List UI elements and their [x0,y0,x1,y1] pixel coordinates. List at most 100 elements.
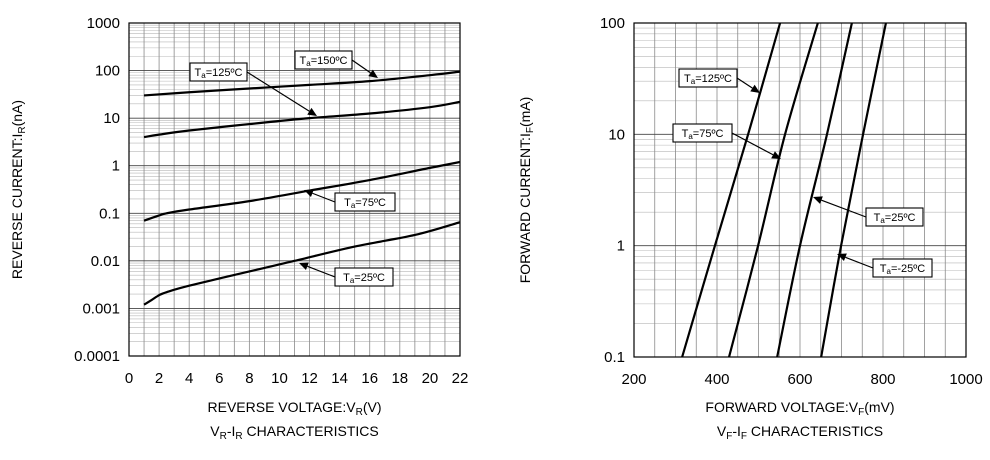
series-label-sub: a [688,132,693,141]
chart-forward: 0.1 1 10 100 200 400 600 800 1000 FORWARD VOLTAGE… [517,15,983,442]
x-tick-label: 12 [301,370,318,387]
y-tick-label: 0.0001 [74,348,120,365]
series-label-sub: a [880,216,885,225]
x-axis-title-part: (V) [363,399,382,415]
series-label-pre: T [874,212,881,224]
arrowhead-icon [813,196,823,204]
y-tick-label: 10 [103,110,120,127]
chart-title-part: R [220,431,227,442]
series-line-2 [776,23,853,357]
series-label-pre: T [880,263,887,275]
series-line-2 [143,160,460,222]
series-label: Ta=75ºC [682,128,724,141]
annotation-box [189,62,248,82]
series-label-post: =25ºC [354,272,385,284]
annotation-arrow [845,256,874,269]
annotation-arrow [821,199,867,218]
series-label-sub: a [201,71,206,80]
series-label-pre: T [344,197,351,209]
arrowhead-icon [750,84,760,93]
series-line-0 [143,70,460,97]
chart-reverse: 0.0001 0.001 0.01 0.1 1 10 100 1000 0 2 4 6 8 10 12 14 1… [9,15,468,442]
chart-title-part: V [717,423,727,439]
y-axis-title-part: (mA) [517,97,533,127]
chart-title-part: R [235,431,242,442]
series-label-sub: a [886,267,891,276]
series-label-sub: a [350,276,355,285]
x-tick-label: 10 [271,370,288,387]
series-label-pre: T [343,272,350,284]
y-tick-label: 1 [112,158,120,175]
y-axis-title-part: FORWARD CURRENT:I [517,133,533,283]
x-tick-label: 18 [391,370,408,387]
chart-title-part: -I [732,423,741,439]
x-tick-label: 16 [361,370,378,387]
series-line-3 [820,23,887,357]
x-tick-label: 200 [621,371,646,388]
x-axis-title: REVERSE VOLTAGE:VR(V) [208,399,382,418]
chart-title-part: F [741,431,747,442]
annotation-arrow [246,71,310,112]
chart-title-part: V [210,423,220,439]
arrowhead-icon [299,262,309,270]
x-tick-label: 4 [185,370,193,387]
series-label-post: =125ºC [206,67,243,79]
annotation-arrow [307,265,336,278]
y-tick-label: 1000 [87,15,120,32]
series-label: Ta=-25ºC [880,263,926,276]
y-axis-title-part: F [525,127,536,133]
series-label-post: =-25ºC [891,263,925,275]
y-axis-title: REVERSE CURRENT:IR(nA) [9,100,28,279]
x-tick-label: 600 [787,371,812,388]
y-tick-label: 0.1 [99,205,120,222]
annotation-box [865,207,924,227]
series-label-post: =125ºC [695,73,732,85]
y-tick-label: 100 [600,15,625,32]
y-tick-label: 10 [608,126,625,143]
y-axis-title-part: REVERSE CURRENT:I [9,134,25,279]
series-label-sub: a [351,201,356,210]
y-tick-label: 1 [617,238,625,255]
series-label: Ta=125ºC [195,67,243,80]
series-label-pre: T [682,128,689,140]
x-tick-label: 6 [215,370,223,387]
annotation-arrow [736,77,753,89]
x-axis-title: FORWARD VOLTAGE:VF(mV) [705,399,894,418]
x-axis-title-part: FORWARD VOLTAGE:V [705,399,858,415]
annotation-box [334,267,394,287]
y-tick-label: 0.1 [604,349,625,366]
y-axis-title: FORWARD CURRENT:IF(mA) [517,97,536,284]
annotation-box [672,123,733,143]
series-line-1 [143,100,460,139]
series-label: Ta=125ºC [684,73,732,86]
y-tick-label: 100 [95,63,120,80]
annotation-box [678,68,738,88]
chart-title: VR-IR CHARACTERISTICS [210,423,379,442]
series-label-pre: T [684,73,691,85]
arrowhead-icon [771,151,781,159]
annotation-box [294,50,353,70]
series-label-sub: a [306,59,311,68]
chart-title-part: CHARACTERISTICS [243,423,379,439]
annotation-arrow [351,59,371,74]
plot-frame [128,22,461,357]
annotation-arrow [312,192,336,203]
x-tick-label: 1000 [949,371,982,388]
series-label-pre: T [195,67,202,79]
chart-title-part: CHARACTERISTICS [747,423,883,439]
x-axis-title-part: R [356,407,363,418]
series-label-post: =25ºC [885,212,916,224]
series-label-post: =75ºC [693,128,724,140]
x-tick-label: 400 [704,371,729,388]
series-label: Ta=75ºC [344,197,386,210]
annotation-box [872,258,933,278]
x-tick-label: 800 [870,371,895,388]
chart-title-part: -I [227,423,236,439]
x-axis-title-part: F [858,407,864,418]
x-tick-label: 22 [452,370,469,387]
x-axis-title-part: (mV) [864,399,894,415]
series-label-pre: T [300,55,307,67]
series-label: Ta=25ºC [343,272,385,285]
x-tick-label: 2 [155,370,163,387]
series-label-sub: a [691,77,696,86]
